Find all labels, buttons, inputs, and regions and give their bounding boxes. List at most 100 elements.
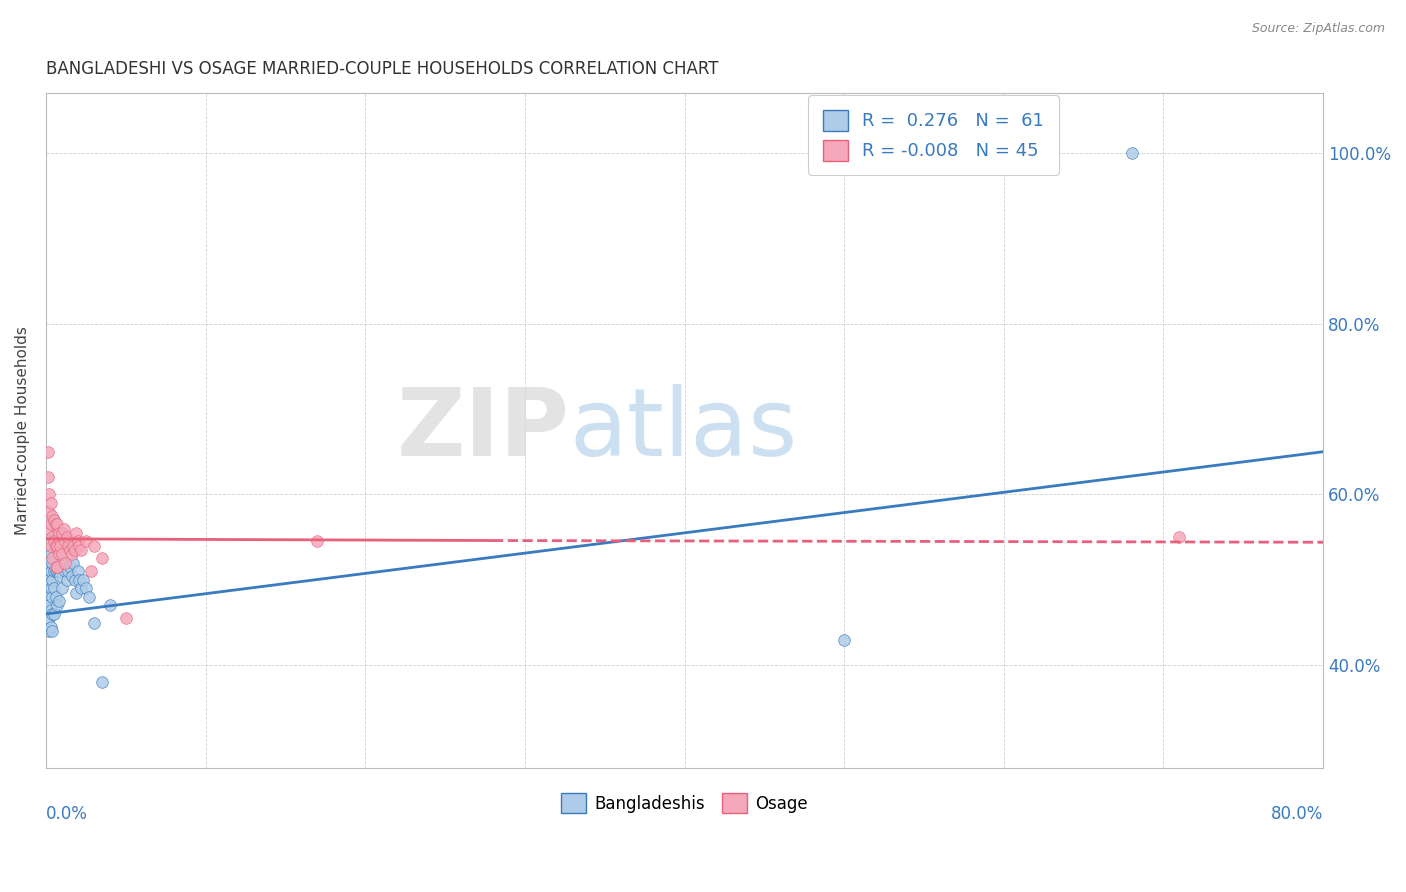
Point <box>62 539 84 553</box>
Point <box>42 513 65 527</box>
Point <box>63 543 86 558</box>
Point <box>38 522 60 536</box>
Point <box>38 624 60 638</box>
Point <box>48 564 70 578</box>
Point <box>41 607 63 621</box>
Point <box>38 611 60 625</box>
Point <box>51 582 73 596</box>
Point <box>42 582 65 596</box>
Point <box>46 530 69 544</box>
Point <box>41 530 63 544</box>
Point <box>46 560 69 574</box>
Point <box>55 534 77 549</box>
Point <box>37 543 59 558</box>
Point <box>46 539 69 553</box>
Point <box>62 556 84 570</box>
Point <box>60 568 83 582</box>
Text: 0.0%: 0.0% <box>46 805 87 822</box>
Point <box>52 522 75 536</box>
Point <box>39 517 62 532</box>
Text: ZIP: ZIP <box>396 384 569 476</box>
Point <box>59 560 82 574</box>
Point <box>83 539 105 553</box>
Point <box>90 551 112 566</box>
Point <box>41 508 63 523</box>
Point <box>48 547 70 561</box>
Point <box>98 599 121 613</box>
Point <box>65 585 87 599</box>
Point <box>72 573 94 587</box>
Point <box>41 573 63 587</box>
Point <box>39 496 62 510</box>
Point <box>45 522 67 536</box>
Point <box>39 564 62 578</box>
Point <box>77 590 100 604</box>
Point <box>41 590 63 604</box>
Y-axis label: Married-couple Households: Married-couple Households <box>15 326 30 535</box>
Point <box>307 534 329 549</box>
Point <box>38 504 60 518</box>
Point <box>75 534 97 549</box>
Text: Source: ZipAtlas.com: Source: ZipAtlas.com <box>1251 22 1385 36</box>
Point <box>41 556 63 570</box>
Point <box>41 624 63 638</box>
Point <box>37 444 59 458</box>
Legend: Bangladeshis, Osage: Bangladeshis, Osage <box>554 787 814 820</box>
Text: 80.0%: 80.0% <box>1271 805 1323 822</box>
Point <box>66 564 89 578</box>
Point <box>1168 530 1191 544</box>
Point <box>53 534 76 549</box>
Point <box>832 632 855 647</box>
Point <box>79 564 101 578</box>
Point <box>38 599 60 613</box>
Point <box>37 470 59 484</box>
Point <box>37 577 59 591</box>
Point <box>45 539 67 553</box>
Point <box>51 547 73 561</box>
Text: atlas: atlas <box>569 384 797 476</box>
Text: BANGLADESHI VS OSAGE MARRIED-COUPLE HOUSEHOLDS CORRELATION CHART: BANGLADESHI VS OSAGE MARRIED-COUPLE HOUS… <box>46 60 718 78</box>
Point <box>42 534 65 549</box>
Point <box>65 525 87 540</box>
Point <box>42 564 65 578</box>
Point <box>37 590 59 604</box>
Point <box>60 547 83 561</box>
Point <box>63 573 86 587</box>
Point <box>51 525 73 540</box>
Point <box>55 573 77 587</box>
Point <box>39 547 62 561</box>
Point <box>42 530 65 544</box>
Point <box>46 517 69 532</box>
Point <box>48 525 70 540</box>
Point <box>45 539 67 553</box>
Point <box>38 556 60 570</box>
Point <box>39 582 62 596</box>
Point <box>51 525 73 540</box>
Point <box>45 590 67 604</box>
Point <box>42 607 65 621</box>
Point <box>75 582 97 596</box>
Point <box>53 530 76 544</box>
Point <box>39 603 62 617</box>
Point <box>90 675 112 690</box>
Point <box>45 517 67 532</box>
Point <box>69 539 91 553</box>
Point <box>58 539 80 553</box>
Point <box>69 573 91 587</box>
Point <box>39 539 62 553</box>
Point <box>58 564 80 578</box>
Point <box>48 594 70 608</box>
Point <box>51 556 73 570</box>
Point <box>45 564 67 578</box>
Point <box>39 620 62 634</box>
Point <box>70 543 93 558</box>
Point <box>49 568 72 582</box>
Point <box>41 551 63 566</box>
Point <box>37 564 59 578</box>
Point <box>38 573 60 587</box>
Point <box>1121 145 1143 160</box>
Point <box>83 615 105 630</box>
Point <box>49 539 72 553</box>
Point <box>59 543 82 558</box>
Point <box>45 560 67 574</box>
